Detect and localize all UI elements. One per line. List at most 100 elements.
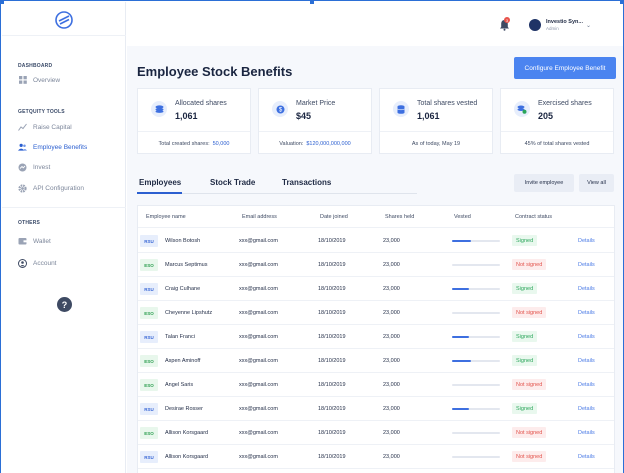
card-value: 205 — [538, 111, 554, 121]
contract-status-badge: Signed — [512, 283, 538, 294]
sidebar-item-label: Employee Benefits — [33, 143, 88, 151]
email-address: xxx@gmail.com — [239, 358, 278, 364]
sidebar-item-employee-benefits[interactable]: Employee Benefits — [18, 141, 87, 153]
vested-progress-bar — [452, 336, 500, 338]
contract-status-badge: Not signed — [512, 451, 547, 462]
section-label-others: OTHERS — [18, 220, 41, 226]
wallet-icon — [18, 237, 27, 246]
vested-progress-fill — [452, 336, 469, 338]
table-row: RSU Allison Korsgaard xxx@gmail.com 18/10/2… — [138, 445, 614, 469]
employee-name: Desirae Rosser — [165, 406, 203, 412]
user-name: Investio Syn... — [546, 19, 583, 25]
table-row: ESO Aspen Aminoff xxx@gmail.com 18/10/2019 2… — [138, 349, 614, 373]
column-header: Shares held — [385, 214, 415, 220]
user-role: Admin — [546, 26, 559, 31]
card-footer: As of today, May 19 — [380, 131, 492, 155]
table-row: RSU Wilson Botosh xxx@gmail.com 18/10/2019 2… — [138, 229, 614, 253]
email-address: xxx@gmail.com — [239, 334, 278, 340]
configure-employee-benefit-button[interactable]: Configure Employee Benefit — [514, 57, 616, 79]
shares-held: 23,000 — [383, 310, 400, 316]
contract-status-badge: Not signed — [512, 307, 547, 318]
details-link[interactable]: Details — [578, 406, 595, 412]
employee-name: Craig Culhane — [165, 286, 201, 292]
details-link[interactable]: Details — [578, 358, 595, 364]
vested-progress-bar — [452, 264, 500, 266]
card-footer-label: Valuation: — [279, 140, 304, 147]
user-menu[interactable]: Investio Syn... Admin ⌄ — [529, 14, 591, 36]
card-footer: Total created shares: 50,000 — [138, 131, 250, 155]
stat-card-exercised: Exercised shares 205 45% of total shares… — [500, 88, 614, 154]
details-link[interactable]: Details — [578, 430, 595, 436]
date-joined: 18/10/2019 — [318, 310, 346, 316]
stat-card-allocated: Allocated shares 1,061 Total created sha… — [137, 88, 251, 154]
account-icon — [18, 258, 27, 268]
sidebar-item-wallet[interactable]: Wallet — [18, 235, 51, 247]
contract-status-badge: Not signed — [512, 259, 547, 270]
top-bar: 3 Investio Syn... Admin ⌄ — [127, 2, 623, 46]
employee-name: Angel Saris — [165, 382, 194, 388]
email-address: xxx@gmail.com — [239, 406, 278, 412]
sidebar-item-label: Wallet — [33, 237, 51, 245]
page-title: Employee Stock Benefits — [137, 64, 293, 79]
sidebar-item-raise-capital[interactable]: Raise Capital — [18, 121, 72, 133]
database-icon — [393, 101, 409, 117]
grid-icon — [18, 76, 27, 85]
employee-name: Allison Korsgaard — [165, 454, 209, 460]
invite-employee-button[interactable]: Invite employee — [514, 174, 574, 192]
email-address: xxx@gmail.com — [239, 262, 278, 268]
help-button[interactable]: ? — [57, 297, 72, 312]
vested-progress-fill — [452, 288, 469, 290]
details-link[interactable]: Details — [578, 286, 595, 292]
sidebar: DASHBOARD Overview GETQUITY TOOLS Raise … — [2, 2, 126, 473]
sidebar-item-api-configuration[interactable]: API Configuration — [18, 182, 84, 194]
dollar-icon: $ — [272, 101, 288, 117]
tab-transactions[interactable]: Transactions — [282, 178, 332, 187]
details-link[interactable]: Details — [578, 334, 595, 340]
sidebar-divider — [2, 207, 126, 208]
card-footer-label: As of today, May 19 — [411, 140, 461, 147]
contract-status-badge: Signed — [512, 235, 538, 246]
sidebar-item-label: API Configuration — [33, 184, 84, 192]
employee-name: Allison Korsgaard — [165, 430, 209, 436]
main-content: 3 Investio Syn... Admin ⌄ Employee Stock… — [127, 2, 623, 473]
view-all-button[interactable]: View all — [579, 174, 614, 192]
email-address: xxx@gmail.com — [239, 286, 278, 292]
invest-icon — [18, 163, 27, 172]
date-joined: 18/10/2019 — [318, 406, 346, 412]
details-link[interactable]: Details — [578, 310, 595, 316]
employees-table: Employee name Email address Date joined … — [137, 205, 615, 473]
grant-type-badge: ESO — [140, 259, 158, 271]
sidebar-item-account[interactable]: Account — [18, 257, 57, 269]
tab-stock-trade[interactable]: Stock Trade — [210, 178, 256, 187]
shares-held: 23,000 — [383, 382, 400, 388]
grant-type-badge: RSU — [140, 403, 158, 415]
card-value: 1,061 — [417, 111, 440, 121]
email-address: xxx@gmail.com — [239, 454, 278, 460]
grant-type-badge: ESO — [140, 379, 158, 391]
column-header: Date joined — [320, 214, 348, 220]
table-row: RSU Craig Culhane xxx@gmail.com 18/10/2019 2… — [138, 277, 614, 301]
column-header: Vested — [454, 214, 471, 220]
details-link[interactable]: Details — [578, 382, 595, 388]
sidebar-item-overview[interactable]: Overview — [18, 74, 60, 86]
sidebar-divider — [2, 35, 126, 36]
details-link[interactable]: Details — [578, 262, 595, 268]
date-joined: 18/10/2019 — [318, 430, 346, 436]
stat-card-vested: Total shares vested 1,061 As of today, M… — [379, 88, 493, 154]
shares-held: 23,000 — [383, 454, 400, 460]
sidebar-item-invest[interactable]: Invest — [18, 161, 50, 173]
card-footer: 45% of total shares vested — [501, 131, 613, 155]
table-row: RSU Talan Franci xxx@gmail.com 18/10/2019 23… — [138, 325, 614, 349]
date-joined: 18/10/2019 — [318, 262, 346, 268]
shares-held: 23,000 — [383, 406, 400, 412]
vested-progress-bar — [452, 408, 500, 410]
section-label-tools: GETQUITY TOOLS — [18, 109, 65, 115]
details-link[interactable]: Details — [578, 238, 595, 244]
card-footer-value: 50,000 — [212, 140, 230, 147]
grant-type-badge: RSU — [140, 235, 158, 247]
stat-card-market-price: $ Market Price $45 Valuation: $120,000,00… — [258, 88, 372, 154]
date-joined: 18/10/2019 — [318, 382, 346, 388]
details-link[interactable]: Details — [578, 454, 595, 460]
tab-employees[interactable]: Employees — [139, 178, 182, 187]
